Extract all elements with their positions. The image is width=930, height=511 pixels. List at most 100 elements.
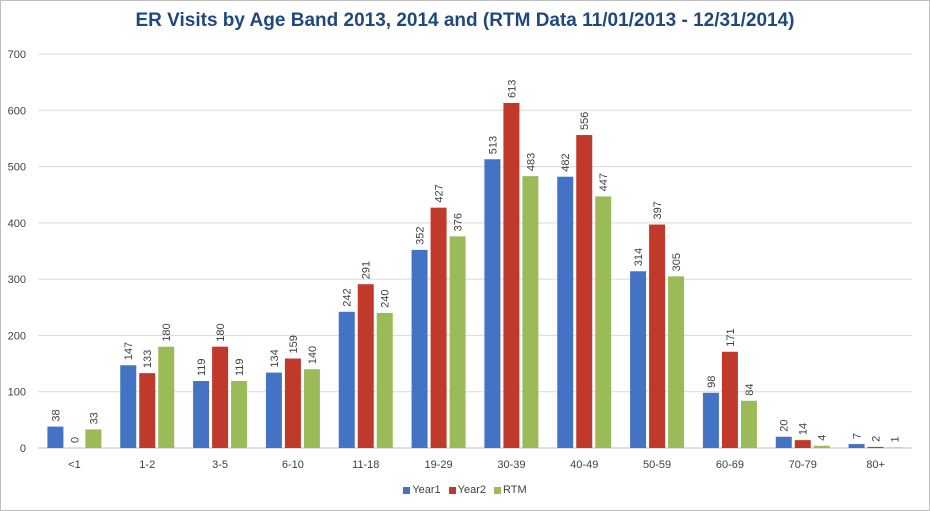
data-label: 240 (380, 290, 392, 308)
data-label: 291 (361, 261, 373, 279)
data-label: 180 (161, 323, 173, 341)
data-label: 376 (453, 213, 465, 231)
data-label: 556 (579, 112, 591, 130)
bar-year2 (284, 358, 301, 448)
x-tick-label: 11-18 (352, 459, 379, 471)
bar-year1 (557, 176, 574, 448)
bar-year2 (867, 446, 884, 448)
data-label: 397 (652, 201, 664, 219)
bar-rtm (158, 346, 175, 448)
legend-swatch (494, 486, 502, 494)
data-label: 38 (50, 409, 62, 421)
legend-item-year2: Year2 (448, 484, 487, 497)
bar-year2 (649, 224, 666, 448)
y-tick-label: 200 (8, 330, 26, 342)
data-label: 1 (890, 436, 902, 442)
bar-year2 (721, 351, 738, 448)
data-label: 140 (307, 346, 319, 364)
data-label: 159 (288, 335, 300, 353)
bar-year2 (357, 284, 374, 448)
data-label: 7 (852, 433, 864, 439)
data-label: 119 (234, 358, 246, 376)
legend-item-year1: Year1 (403, 484, 441, 497)
legend-item-rtm: RTM (494, 484, 527, 496)
x-tick-label: 50-59 (643, 459, 671, 471)
bar-year2 (430, 207, 447, 448)
bar-year1 (702, 392, 719, 448)
bar-rtm (740, 400, 757, 448)
bar-year1 (47, 426, 64, 448)
y-tick-label: 700 (8, 49, 26, 61)
legend: Year1 Year2 RTM (0, 484, 930, 496)
x-tick-label: 70-79 (789, 459, 817, 471)
bar-year1 (411, 249, 428, 448)
data-label: 0 (69, 437, 81, 443)
bar-year2 (139, 373, 156, 448)
data-label: 352 (415, 227, 427, 245)
data-label: 14 (798, 423, 810, 435)
y-tick-label: 500 (8, 162, 26, 174)
legend-swatch (403, 486, 411, 494)
data-label: 513 (487, 136, 499, 154)
data-label: 613 (506, 80, 518, 98)
x-tick-label: 3-5 (212, 459, 228, 471)
bar-year1 (193, 381, 210, 448)
legend-label: RTM (503, 484, 527, 497)
data-label: 305 (671, 253, 683, 271)
chart-title: ER Visits by Age Band 2013, 2014 and (RT… (135, 10, 795, 31)
bar-year2 (794, 440, 811, 448)
data-label: 20 (779, 419, 791, 431)
data-label: 180 (215, 323, 227, 341)
bar-year1 (775, 436, 792, 448)
y-tick-label: 400 (8, 218, 26, 230)
bar-rtm (376, 312, 393, 448)
bar-rtm (886, 447, 903, 448)
bar-rtm (813, 445, 830, 448)
y-tick-label: 0 (20, 443, 26, 455)
bar-year1 (265, 372, 282, 448)
data-label: 2 (871, 436, 883, 442)
data-label: 171 (725, 328, 737, 346)
x-tick-label: <1 (68, 459, 81, 471)
data-label: 147 (123, 342, 135, 360)
x-tick-label: 1-2 (139, 459, 155, 471)
bar-year1 (338, 311, 355, 448)
data-label: 133 (142, 350, 154, 368)
data-label: 314 (633, 248, 645, 266)
data-label: 427 (434, 184, 446, 202)
bar-year1 (484, 159, 501, 449)
y-tick-label: 300 (8, 274, 26, 286)
legend-swatch (448, 486, 456, 494)
x-tick-label: 6-10 (282, 459, 304, 471)
data-label: 483 (525, 153, 537, 171)
x-tick-label: 60-69 (716, 459, 744, 471)
legend-label: Year1 (412, 484, 441, 497)
bar-rtm (449, 236, 466, 448)
bar-year2 (212, 346, 229, 448)
bar-year1 (120, 365, 137, 448)
bar-year2 (576, 135, 593, 448)
x-tick-label: 80+ (866, 459, 885, 471)
bar-rtm (303, 369, 320, 448)
data-label: 134 (269, 349, 281, 367)
data-label: 119 (196, 358, 208, 376)
bar-year2 (503, 102, 520, 449)
y-tick-label: 100 (8, 387, 26, 399)
x-tick-label: 19-29 (425, 459, 453, 471)
data-label: 482 (560, 153, 572, 171)
data-label: 447 (598, 173, 610, 191)
bar-year1 (630, 271, 647, 448)
bar-rtm (85, 429, 102, 448)
bar-rtm (595, 196, 612, 448)
bar-rtm (668, 276, 685, 448)
bar-rtm (522, 176, 539, 448)
data-label: 98 (706, 376, 718, 388)
y-tick-label: 600 (8, 105, 26, 117)
legend-label: Year2 (457, 484, 487, 497)
bar-year1 (848, 444, 865, 448)
data-label: 33 (88, 412, 100, 424)
data-label: 4 (817, 435, 829, 441)
data-label: 242 (342, 288, 354, 306)
bar-rtm (231, 381, 248, 448)
